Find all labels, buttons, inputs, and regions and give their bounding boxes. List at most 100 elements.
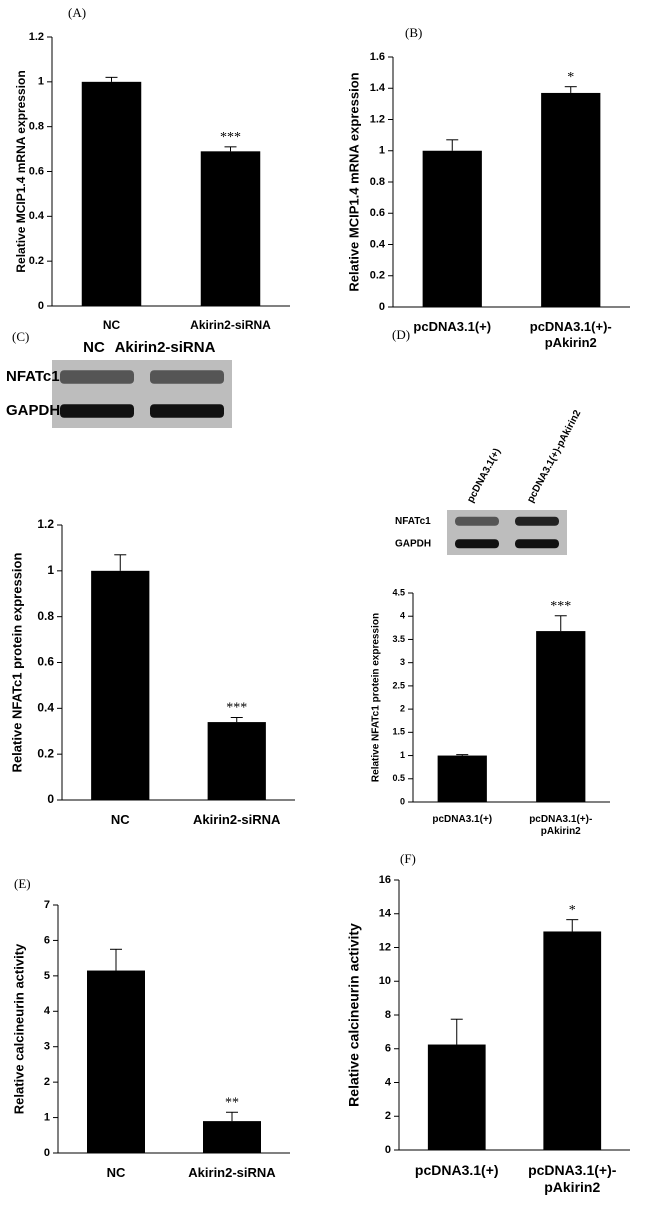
blot-row-label: NFATc1 [6,368,60,385]
bar [541,92,601,307]
panel-label: (E) [14,876,31,891]
y-tick-label: 1 [379,145,385,157]
y-tick-label: 4 [385,1076,392,1088]
y-tick-label: 0.6 [37,655,54,669]
blot-band [455,516,499,526]
y-tick-label: 0.4 [29,210,45,222]
y-tick-label: 1 [400,750,405,760]
y-tick-label: 16 [379,874,391,886]
y-tick-label: 1.5 [392,727,405,737]
y-tick-label: 6 [385,1043,391,1055]
y-tick-label: 2 [400,703,405,713]
y-tick-label: 10 [379,975,391,987]
blot-band [515,539,559,549]
y-tick-label: 0 [400,796,405,806]
y-axis-label: Relative MCIP1.4 mRNA expression [346,72,361,291]
x-tick-label: pcDNA3.1(+) [432,814,493,825]
y-tick-label: 3.5 [392,634,405,644]
y-axis-label: Relative NFATc1 protein expression [371,613,382,782]
y-tick-label: 0.6 [370,207,385,219]
blot-row-label: GAPDH [6,402,60,419]
bar [200,151,261,306]
y-tick-label: 0 [385,1144,391,1156]
y-tick-label: 1.2 [370,113,385,125]
blot-band [150,370,224,384]
panel-label: (F) [400,851,416,866]
blot-band [150,404,224,418]
bar [87,970,145,1153]
blot-band [60,370,134,384]
x-tick-label: Akirin2-siRNA [190,318,271,332]
y-tick-label: 0.4 [370,238,386,250]
panel-label: (D) [392,327,410,342]
y-tick-label: 0.2 [29,255,44,267]
y-tick-label: 4 [44,1005,51,1017]
blot-band [515,516,559,526]
y-tick-label: 2 [44,1076,50,1088]
y-tick-label: 0 [379,301,385,313]
bar [543,931,602,1150]
blot-band [60,404,134,418]
y-tick-label: 7 [44,899,50,911]
y-tick-label: 0.4 [37,701,54,715]
y-tick-label: 6 [44,934,50,946]
y-axis-label: Relative NFATc1 protein expression [9,553,24,773]
y-tick-label: 2.5 [392,680,405,690]
y-tick-label: 1.2 [37,517,54,531]
bar [81,81,142,306]
y-tick-label: 8 [385,1009,391,1021]
blot-lane-label: pcDNA3.1(+)-pAkirin2 [525,408,583,505]
y-axis-label: Relative calcineurin activity [346,923,362,1107]
y-tick-label: 3 [400,657,405,667]
panel-label: (A) [68,5,86,20]
y-tick-label: 1 [44,1111,50,1123]
significance-label: ** [225,1095,239,1110]
y-tick-label: 0.2 [37,746,54,760]
y-tick-label: 0 [38,300,44,312]
y-tick-label: 1.2 [29,31,44,43]
panel-label: (C) [12,329,29,344]
bar [203,1121,261,1153]
bar [207,722,266,800]
panel-label: (B) [405,25,422,40]
bar [437,755,487,802]
y-tick-label: 12 [379,941,391,953]
blot-lane-label: Akirin2-siRNA [115,339,216,356]
blot-row-label: GAPDH [395,538,431,549]
y-tick-label: 2 [385,1110,391,1122]
x-tick-label: NC [106,1165,126,1180]
y-tick-label: 1 [38,76,44,88]
bar [536,631,586,802]
y-tick-label: 0.5 [392,773,405,783]
y-tick-label: 0 [47,792,54,806]
x-tick-label: pcDNA3.1(+)-pAkirin2 [528,1162,617,1195]
y-tick-label: 0.8 [37,609,54,623]
y-tick-label: 4 [400,611,405,621]
x-tick-label: Akirin2-siRNA [188,1165,276,1180]
y-tick-label: 0.8 [29,121,44,133]
y-tick-label: 0.2 [370,270,385,282]
blot-row-label: NFATc1 [395,516,431,527]
blot-band [455,539,499,549]
y-tick-label: 1 [47,563,54,577]
y-tick-label: 0.6 [29,165,44,177]
y-tick-label: 1.6 [370,51,385,63]
x-tick-label: pcDNA3.1(+) [414,1162,499,1178]
significance-label: *** [226,701,247,716]
y-tick-label: 0.8 [370,176,385,188]
bar [427,1044,486,1150]
y-tick-label: 14 [379,908,392,920]
x-tick-label: pcDNA3.1(+)-pAkirin2 [529,814,593,837]
y-tick-label: 1.4 [370,82,386,94]
y-tick-label: 3 [44,1041,50,1053]
significance-label: *** [220,130,241,145]
x-tick-label: NC [102,318,121,332]
significance-label: * [567,70,574,85]
bar [91,570,150,800]
y-tick-label: 5 [44,970,50,982]
x-tick-label: NC [110,812,130,827]
x-tick-label: pcDNA3.1(+)-pAkirin2 [529,319,612,350]
significance-label: * [569,903,576,918]
